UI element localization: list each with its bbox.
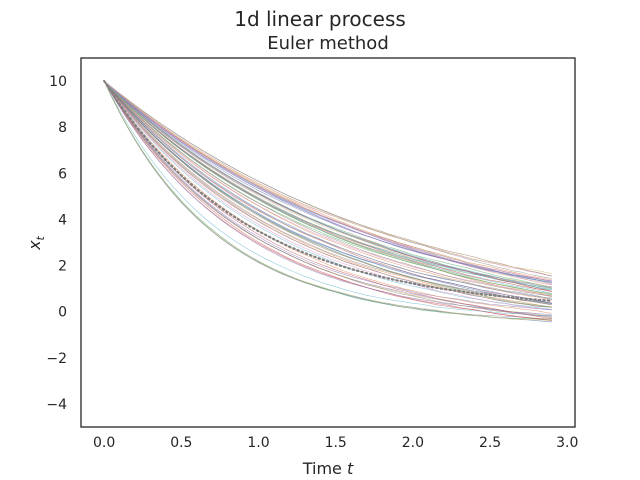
sample-path-line xyxy=(103,80,552,292)
sample-path-line xyxy=(103,80,552,323)
sample-path-line xyxy=(103,80,552,319)
mean-path-layer xyxy=(103,79,553,302)
y-tick-label: 6 xyxy=(58,166,67,182)
sample-path-line xyxy=(103,80,552,283)
sample-path-line xyxy=(103,80,552,306)
mean-path-line xyxy=(103,79,553,302)
x-tick-label: 0.5 xyxy=(170,435,192,451)
y-tick-label: 2 xyxy=(58,259,67,275)
y-tick-label: −2 xyxy=(46,351,67,367)
x-tick-labels: 0.0 0.5 1.0 1.5 2.0 2.5 3.0 xyxy=(93,435,578,451)
sample-path-line xyxy=(103,80,552,296)
sample-path-line xyxy=(103,80,552,279)
sample-path-line xyxy=(103,80,552,299)
sample-path-line xyxy=(103,80,552,290)
sample-path-line xyxy=(103,80,552,282)
y-tick-label: 4 xyxy=(58,212,67,228)
figure-suptitle: 1d linear process xyxy=(234,7,406,31)
sample-path-line xyxy=(103,80,552,286)
chart-title: Euler method xyxy=(267,33,389,54)
sample-path-line xyxy=(103,80,552,297)
y-tick-labels: −4 −2 0 2 4 6 8 10 xyxy=(46,74,67,413)
sample-path-line xyxy=(103,80,552,289)
sample-path-line xyxy=(103,80,552,318)
sample-path-line xyxy=(103,80,552,317)
sample-path-line xyxy=(103,80,552,308)
sample-path-line xyxy=(103,80,552,285)
sample-path-line xyxy=(103,80,552,310)
sample-path-line xyxy=(103,80,552,291)
sample-path-line xyxy=(103,80,552,317)
sample-path-line xyxy=(103,80,552,316)
sample-path-line xyxy=(103,80,552,282)
y-tick-label: 0 xyxy=(58,305,67,321)
x-axis-label: Time t xyxy=(302,459,354,478)
sample-path-line xyxy=(103,80,552,274)
sample-path-line xyxy=(103,80,552,282)
sample-path-line xyxy=(103,80,552,308)
sample-path-line xyxy=(103,80,552,308)
plot-frame xyxy=(80,57,576,428)
y-tick-label: 8 xyxy=(58,120,67,136)
y-tick-label: 10 xyxy=(49,74,67,90)
sample-path-line xyxy=(103,80,552,317)
x-tick-label: 1.5 xyxy=(325,435,347,451)
x-tick-label: 2.0 xyxy=(402,435,424,451)
sample-path-line xyxy=(103,80,552,304)
y-axis-label: xt xyxy=(25,235,47,250)
y-tick-label: −4 xyxy=(46,397,67,413)
x-tick-label: 1.0 xyxy=(247,435,269,451)
sample-path-line xyxy=(103,80,552,311)
sample-path-line xyxy=(103,80,552,281)
x-tick-label: 0.0 xyxy=(93,435,115,451)
sample-path-line xyxy=(103,80,552,321)
sample-path-line xyxy=(103,80,552,294)
sample-path-line xyxy=(103,80,552,285)
sample-path-line xyxy=(103,80,552,277)
sample-path-line xyxy=(103,80,552,310)
sample-path-line xyxy=(103,80,552,314)
sample-path-line xyxy=(103,80,552,300)
sample-path-line xyxy=(103,80,552,322)
x-tick-label: 2.5 xyxy=(479,435,501,451)
x-tick-label: 3.0 xyxy=(556,435,578,451)
sample-path-line xyxy=(103,80,552,308)
sample-path-line xyxy=(103,80,552,288)
sample-paths xyxy=(103,80,552,323)
